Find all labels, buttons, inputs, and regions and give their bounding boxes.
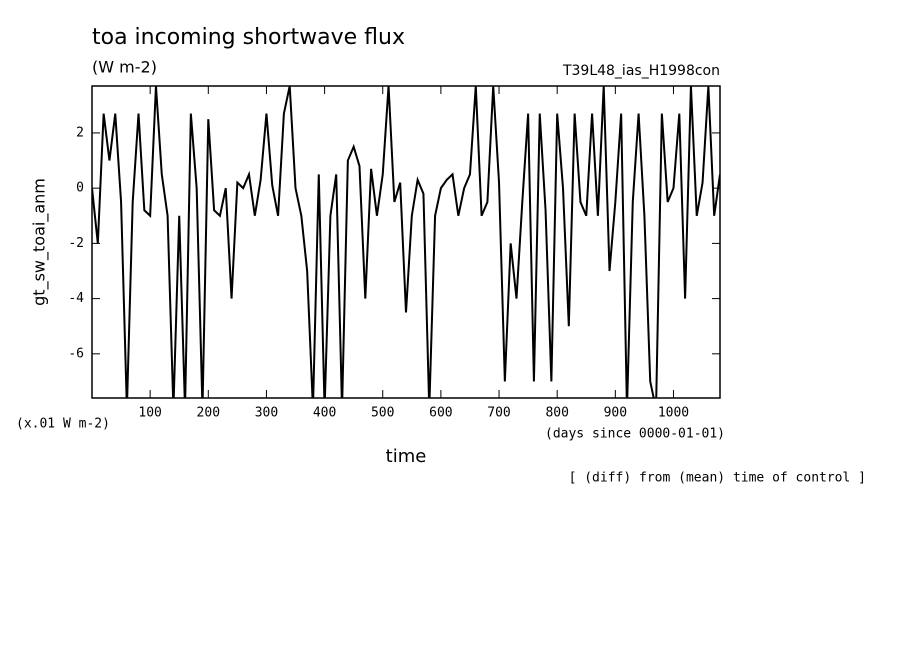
x-tick-label: 200	[197, 406, 220, 421]
note: [ (diff) from (mean) time of control ]	[569, 471, 866, 486]
y-tick-label: -2	[68, 236, 84, 251]
data-line	[92, 86, 720, 398]
y-tick-label: 0	[76, 181, 84, 196]
plot-frame	[91, 85, 721, 399]
x-tick-label: 500	[371, 406, 394, 421]
x-unit: (days since 0000-01-01)	[545, 427, 725, 442]
subtitle: (W m-2)	[92, 58, 157, 77]
y-unit: (x.01 W m-2)	[16, 417, 110, 432]
y-tick-label: -4	[68, 291, 84, 306]
chart-title: toa incoming shortwave flux	[92, 25, 405, 50]
y-tick-label: 2	[76, 125, 84, 140]
x-tick-label: 1000	[658, 406, 689, 421]
x-tick-label: 400	[313, 406, 336, 421]
y-tick-label: -6	[68, 346, 84, 361]
y-axis-label: gt_sw_toai_anm	[30, 178, 50, 306]
annotation: T39L48_ias_H1998con	[562, 63, 720, 79]
x-axis-label: time	[386, 446, 427, 467]
x-tick-label: 700	[487, 406, 510, 421]
x-tick-label: 800	[545, 406, 568, 421]
x-tick-label: 600	[429, 406, 452, 421]
x-tick-label: 100	[138, 406, 161, 421]
x-tick-label: 900	[604, 406, 627, 421]
x-tick-label: 300	[255, 406, 278, 421]
